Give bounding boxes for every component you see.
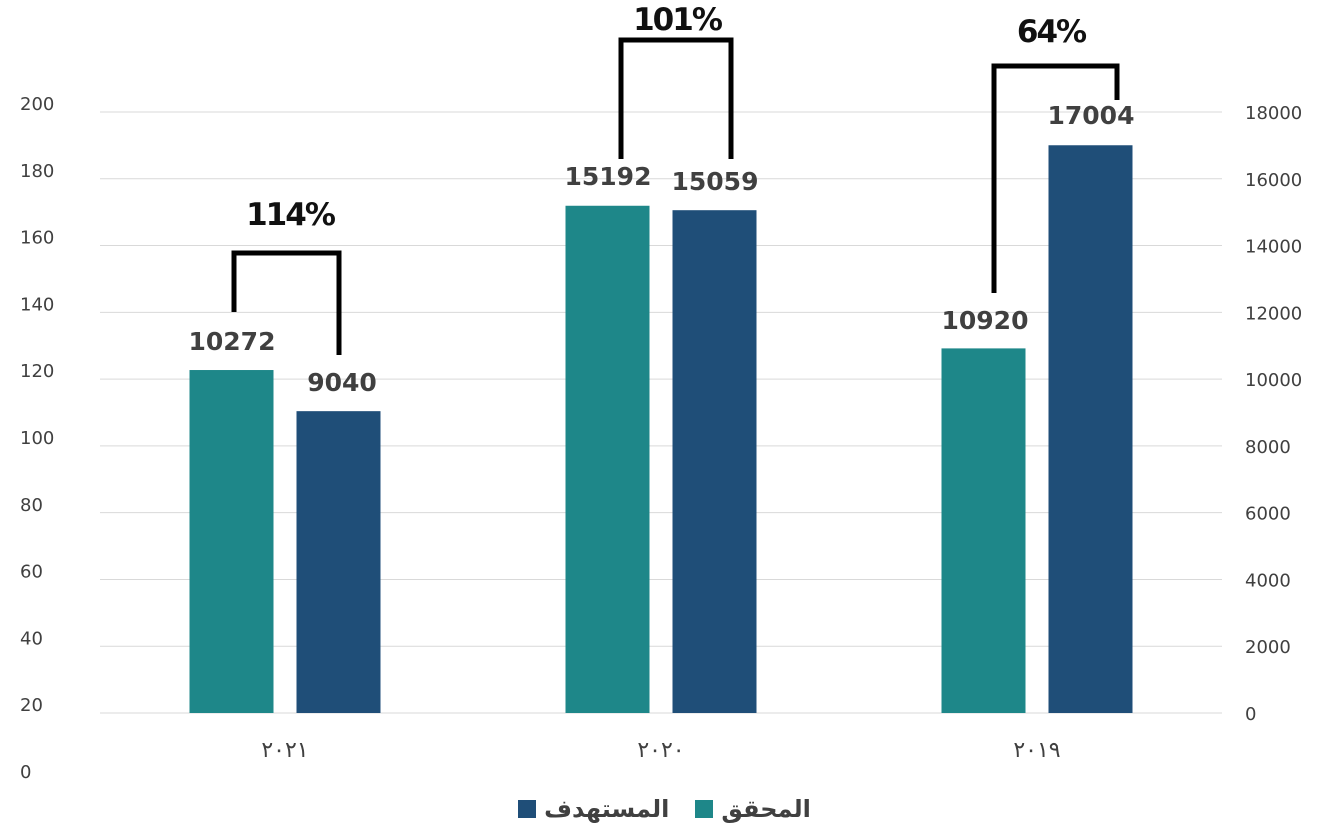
bar-target: [1048, 145, 1133, 713]
right-axis-tick-label: 12000: [1245, 303, 1302, 324]
data-label: 15059: [672, 167, 759, 196]
data-label: 17004: [1048, 101, 1135, 130]
chart-legend: المحقق المستهدف: [0, 795, 1329, 823]
percent-label: 64%: [1017, 14, 1087, 50]
left-axis-tick-label: 160: [20, 228, 54, 249]
legend-swatch-target: [518, 800, 537, 818]
left-axis-tick-label: 100: [20, 428, 54, 449]
left-axis-tick-label: 180: [20, 161, 54, 182]
left-axis-tick-label: 120: [20, 361, 54, 382]
left-axis-tick-label: 80: [20, 495, 43, 516]
category-label: ٢٠١٩: [1013, 738, 1060, 763]
percent-label: 101%: [633, 2, 723, 38]
data-label: 10272: [189, 327, 276, 356]
left-axis-tick-label: 140: [20, 294, 54, 315]
legend-item-target: المستهدف: [518, 795, 669, 823]
data-label: 9040: [307, 368, 377, 397]
left-axis-tick-label: 60: [20, 562, 43, 583]
data-label: 15192: [565, 162, 652, 191]
bar-achieved: [941, 348, 1026, 713]
left-axis-tick-label: 200: [20, 94, 54, 115]
category-label: ٢٠٢٠: [637, 738, 684, 763]
right-axis-tick-label: 0: [1245, 704, 1256, 725]
left-axis-tick-label: 0: [20, 762, 31, 783]
right-axis-tick-label: 16000: [1245, 170, 1302, 191]
left-axis-tick-label: 40: [20, 628, 43, 649]
right-axis-tick-label: 8000: [1245, 437, 1291, 458]
data-label: 10920: [942, 306, 1029, 335]
right-axis-tick-label: 4000: [1245, 570, 1291, 591]
category-label: ٢٠٢١: [261, 738, 308, 763]
right-axis-tick-label: 18000: [1245, 103, 1302, 124]
legend-label-achieved: المحقق: [721, 795, 811, 823]
right-axis-tick-label: 6000: [1245, 504, 1291, 525]
right-axis-tick-label: 10000: [1245, 370, 1302, 391]
percent-bracket: [231, 250, 342, 355]
percent-bracket: [618, 37, 734, 159]
right-axis-tick-label: 2000: [1245, 637, 1291, 658]
bar-target: [672, 210, 757, 713]
bar-achieved: [189, 370, 274, 713]
percent-label: 114%: [246, 197, 336, 233]
right-axis-tick-label: 14000: [1245, 237, 1302, 258]
left-axis-tick-label: 20: [20, 695, 43, 716]
bar-achieved: [565, 205, 650, 714]
percent-bracket: [991, 63, 1120, 293]
legend-label-target: المستهدف: [544, 795, 670, 823]
legend-item-achieved: المحقق: [695, 795, 811, 823]
bar-target: [296, 411, 381, 713]
legend-swatch-achieved: [695, 800, 714, 818]
